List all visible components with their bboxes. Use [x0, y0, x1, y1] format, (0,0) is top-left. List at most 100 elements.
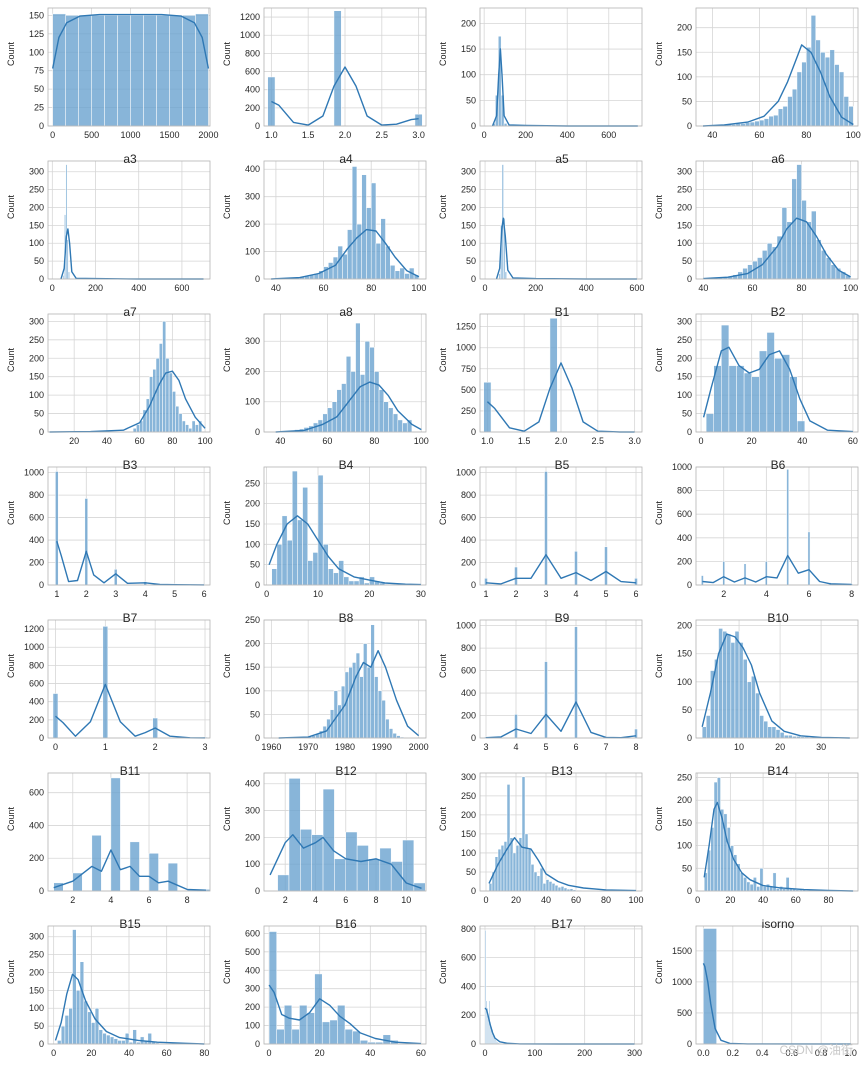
x-tick-label: 20 — [315, 1048, 325, 1058]
histogram-bar — [68, 272, 69, 279]
panel-title: B10 — [696, 611, 860, 625]
histogram-bar — [347, 230, 352, 279]
y-tick-label: 0 — [687, 427, 692, 437]
y-tick-label: 125 — [29, 29, 44, 39]
histogram-bar — [635, 578, 638, 585]
y-axis-label: Count — [438, 332, 448, 372]
histogram-bar — [380, 848, 391, 891]
x-tick-label: 40 — [271, 283, 281, 293]
histogram-bar — [272, 569, 277, 585]
y-tick-label: 150 — [461, 44, 476, 54]
y-tick-label: 0 — [255, 733, 260, 743]
plot-frame — [480, 620, 642, 738]
histogram-bar — [185, 425, 188, 432]
x-tick-label: 40 — [541, 895, 551, 905]
panel-title: B2 — [696, 305, 860, 319]
y-tick-label: 200 — [461, 711, 476, 721]
histogram-bar — [297, 520, 302, 585]
x-tick-label: 40 — [275, 436, 285, 446]
x-tick-label: 100 — [628, 895, 643, 905]
y-tick-label: 800 — [461, 490, 476, 500]
histogram-bar — [727, 827, 730, 891]
y-tick-label: 1000 — [456, 468, 476, 478]
x-tick-label: 20 — [69, 436, 79, 446]
histogram-bar — [743, 877, 746, 891]
histogram-bar — [84, 1001, 88, 1044]
histogram-bar — [516, 845, 519, 891]
y-tick-label: 50 — [466, 256, 476, 266]
panel-title: B4 — [264, 458, 428, 472]
x-tick-label: 40 — [124, 1048, 134, 1058]
x-tick-label: 40 — [758, 895, 768, 905]
y-tick-label: 50 — [466, 95, 476, 105]
histogram-bar — [105, 15, 118, 126]
histogram-bar — [757, 258, 762, 279]
y-tick-label: 100 — [461, 238, 476, 248]
histogram-bar — [766, 884, 769, 891]
y-tick-label: 0 — [471, 1039, 476, 1049]
histogram-bar — [635, 729, 638, 738]
histogram-bar — [346, 356, 351, 432]
y-tick-label: 200 — [245, 1002, 260, 1012]
histogram-bar — [723, 631, 727, 738]
kde-line — [486, 555, 636, 584]
y-tick-label: 150 — [29, 372, 44, 382]
x-tick-label: 10 — [401, 895, 411, 905]
y-axis-label: Count — [222, 332, 232, 372]
y-tick-label: 100 — [29, 47, 44, 57]
panel-title: B12 — [264, 764, 428, 778]
x-tick-label: 0 — [482, 1048, 487, 1058]
histogram-bar — [334, 11, 341, 126]
histogram-bar — [338, 246, 343, 279]
histogram-bar — [334, 691, 338, 738]
histogram-bar — [376, 243, 381, 279]
y-tick-label: 400 — [245, 85, 260, 95]
histogram-bar — [118, 1040, 122, 1044]
x-tick-label: 100 — [414, 436, 429, 446]
y-tick-label: 400 — [461, 688, 476, 698]
histogram-bar — [515, 567, 518, 585]
histogram-bar — [76, 990, 80, 1044]
histogram-bar — [792, 89, 797, 126]
x-tick-label: 1980 — [335, 742, 355, 752]
histogram-bar — [495, 857, 498, 891]
histogram-bar — [528, 849, 531, 891]
histogram-bar — [792, 179, 797, 279]
histogram-bar — [292, 471, 297, 585]
x-tick-label: 0 — [51, 1048, 56, 1058]
histogram-bar — [739, 642, 743, 738]
y-tick-label: 150 — [677, 220, 692, 230]
panel-title: B16 — [264, 917, 428, 931]
histogram-bar — [69, 1008, 73, 1044]
histogram-bar — [268, 77, 275, 126]
histogram-bar — [277, 544, 282, 585]
histogram-bar — [80, 962, 84, 1044]
histogram-bar — [277, 1029, 285, 1044]
y-tick-label: 100 — [245, 539, 260, 549]
histogram-bar — [284, 1005, 292, 1044]
panel-title: isorno — [696, 917, 860, 931]
y-tick-label: 50 — [34, 409, 44, 419]
histogram-bar — [328, 263, 333, 279]
histogram-bar — [168, 863, 178, 891]
y-tick-label: 0 — [255, 274, 260, 284]
histogram-bar — [346, 832, 357, 891]
histogram-bar — [176, 406, 179, 432]
y-tick-label: 0 — [255, 580, 260, 590]
y-tick-label: 1000 — [456, 621, 476, 631]
x-tick-label: 3.0 — [412, 130, 425, 140]
y-tick-label: 500 — [677, 1008, 692, 1018]
histogram-bar — [747, 682, 751, 738]
histogram-bar — [797, 165, 802, 279]
histogram-bar — [772, 727, 776, 738]
x-tick-label: 400 — [579, 283, 594, 293]
histogram-bar — [353, 1031, 361, 1044]
histogram-bar — [390, 265, 395, 279]
histogram-bar — [802, 62, 807, 126]
